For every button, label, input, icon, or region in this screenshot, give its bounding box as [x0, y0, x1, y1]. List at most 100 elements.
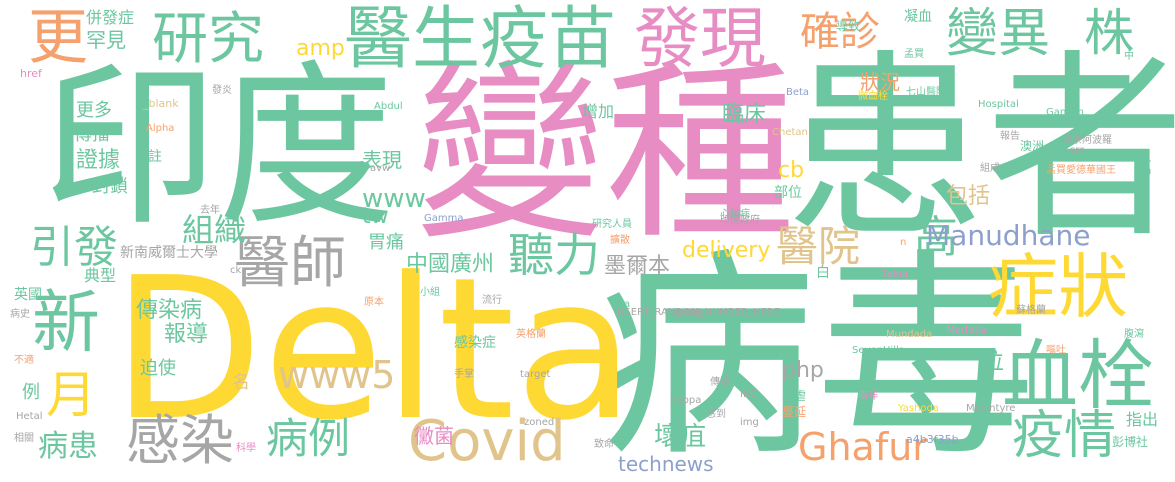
- word-bingdu: 病毒: [596, 230, 1037, 482]
- word-alpha: Alpha: [146, 123, 175, 134]
- word-zhu: 株: [1084, 4, 1134, 62]
- word-ming: 名: [232, 372, 250, 393]
- word-gengduo: 更多: [76, 100, 112, 121]
- word-yindushengfu: 印度政府: [720, 215, 760, 226]
- word-misc15: 蔓延: [782, 405, 807, 419]
- word-misc3: 組成: [980, 163, 1000, 174]
- word-biaoxian: 表現: [362, 148, 402, 172]
- word-beta: Beta: [786, 87, 810, 98]
- word-misc6: 不適: [14, 355, 34, 366]
- word-yingguo: 英國: [14, 287, 42, 303]
- word-binghuan: 病患: [38, 429, 98, 464]
- word-buwei: 部位: [774, 185, 802, 201]
- word-yue: 月: [46, 366, 96, 424]
- word-misc7: 相關: [14, 433, 34, 444]
- word-moerben: 墨爾本: [604, 254, 671, 279]
- word-www5: www5: [278, 353, 396, 397]
- word-zhengzhuang: 症狀: [988, 246, 1128, 328]
- word-a: a: [624, 299, 631, 310]
- word-gamma: Gamma: [424, 213, 464, 224]
- word-www: www: [362, 184, 426, 214]
- word-technews: technews: [618, 452, 714, 476]
- word-yiqing: 疫情: [1012, 406, 1117, 466]
- word-xuesuan: 血栓: [1002, 331, 1154, 420]
- word-yinfa: 引發: [30, 222, 118, 273]
- word-wan: 萬: [1136, 158, 1153, 177]
- word-dianxing: 典型: [84, 266, 117, 285]
- word-avw: avw: [370, 163, 391, 174]
- word-insert: INSERT_RANDOM_NUMBER_HERE: [614, 307, 781, 318]
- word-misc1: 發炎: [212, 85, 232, 96]
- word-zuzhi: 組織: [182, 211, 247, 249]
- word-img: img: [740, 417, 759, 428]
- word-misc18: 嘔吐: [1046, 345, 1066, 356]
- word-zoned: zoned: [524, 417, 555, 428]
- word-weitong: 胃痛: [368, 232, 404, 253]
- word-bingfazheng: 併發症: [86, 8, 135, 27]
- word-ganranzheng: 感染症: [454, 335, 496, 351]
- word-zhichu: 指出: [1126, 410, 1159, 429]
- word-binglie: 病例: [266, 414, 351, 463]
- word-yisheng-yimiao: 醫生疫苗: [344, 6, 616, 74]
- word-yishi: 醫師: [234, 231, 346, 296]
- word-abdul: Abdul: [374, 101, 403, 112]
- word-shouzhang: 手掌: [454, 369, 474, 380]
- word-li: 例: [22, 382, 40, 403]
- word-macintyre: MacIntyre: [966, 403, 1016, 414]
- word-misc20: 蘇格蘭: [1016, 305, 1046, 316]
- word-qingnai: 清奈阿波羅: [1062, 135, 1112, 146]
- word-qishanyiyuan: 七山醫院: [906, 87, 946, 98]
- word-href: href: [20, 67, 42, 80]
- word-xinshenjing: 心臟病: [720, 209, 750, 220]
- word-geng: 更: [28, 3, 88, 73]
- word-hanjian: 罕見: [86, 28, 126, 52]
- word-manudhane: Manudhane: [926, 219, 1091, 252]
- word-yiyuan: 醫院: [776, 222, 861, 271]
- word-pohshi: 迫使: [140, 358, 176, 379]
- word-weipa: 微血栓: [858, 91, 888, 102]
- word-misc19: 腹瀉: [1124, 329, 1144, 340]
- word-misc16: 彭博社: [1112, 435, 1149, 449]
- word-hash: a4b3f35b: [906, 433, 959, 446]
- word-queren: 確診: [800, 9, 880, 55]
- word-src: src: [1070, 145, 1085, 156]
- word-n: n: [900, 237, 907, 248]
- word-fengsuo: 封鎖: [92, 176, 128, 197]
- word-ningxue: 凝血: [904, 9, 932, 25]
- word-misc11: 感到: [706, 409, 726, 420]
- word-amp: amp: [296, 36, 345, 61]
- word-misc9: 科學: [236, 443, 256, 454]
- word-bai: 白: [816, 265, 830, 281]
- word-cb: cb: [778, 158, 805, 183]
- word-yanjiu: 研究: [152, 7, 264, 72]
- word-yashoda: Yashoda: [898, 403, 940, 414]
- word-ghafur: Ghafur: [798, 425, 928, 469]
- word-chetan: Chetan: [772, 127, 808, 138]
- word-covid: Covid: [408, 409, 566, 474]
- word-yimiao: 疫苗: [480, 0, 617, 79]
- word-mundada: Mundada: [886, 329, 933, 340]
- word-zhengju: 證據: [76, 148, 121, 173]
- word-mengmaihuanghuang: 孟買愛德華國王: [1046, 165, 1116, 176]
- word-hetal: Hetal: [16, 411, 43, 422]
- word-kappa: Kappa: [670, 395, 702, 406]
- word-misc4: 研究人員: [592, 219, 632, 230]
- word-delivery: delivery: [682, 238, 771, 263]
- word-misc8: 去年: [200, 205, 220, 216]
- word-delta: Delta: [112, 236, 635, 464]
- word-daozhi: 導致: [836, 19, 861, 33]
- word-yingjing: 英格蘭: [516, 329, 546, 340]
- word-wei: 位: [982, 350, 1005, 375]
- word-php: php: [782, 358, 824, 383]
- word-yindu: 印度: [42, 45, 395, 250]
- word-yuanben: 原本: [364, 297, 384, 308]
- word-xin: 新: [32, 284, 101, 363]
- word-liuxing: 流行: [482, 295, 502, 306]
- word-faxian: 發現: [634, 0, 766, 77]
- word-blank: _blank: [143, 97, 179, 110]
- word-chuanranbing: 傳染病: [136, 298, 203, 323]
- word-huanzhe: 患者: [785, 33, 1175, 266]
- word-chuanbo: 傳播: [74, 124, 110, 145]
- word-bianzhong: 變種: [415, 44, 796, 265]
- word-hospital: Hospital: [978, 99, 1019, 110]
